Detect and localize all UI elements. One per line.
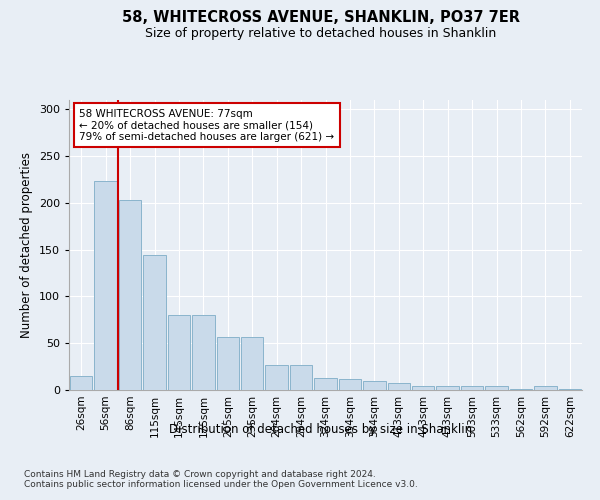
Text: 58 WHITECROSS AVENUE: 77sqm
← 20% of detached houses are smaller (154)
79% of se: 58 WHITECROSS AVENUE: 77sqm ← 20% of det… bbox=[79, 108, 334, 142]
Bar bbox=[143, 256, 166, 390]
Bar bbox=[534, 386, 557, 390]
Text: Distribution of detached houses by size in Shanklin: Distribution of detached houses by size … bbox=[169, 422, 473, 436]
Bar bbox=[265, 364, 288, 390]
Text: Contains HM Land Registry data © Crown copyright and database right 2024.
Contai: Contains HM Land Registry data © Crown c… bbox=[24, 470, 418, 490]
Bar bbox=[485, 386, 508, 390]
Text: Size of property relative to detached houses in Shanklin: Size of property relative to detached ho… bbox=[145, 28, 497, 40]
Bar bbox=[509, 389, 532, 390]
Bar bbox=[192, 315, 215, 390]
Bar bbox=[388, 382, 410, 390]
Text: 58, WHITECROSS AVENUE, SHANKLIN, PO37 7ER: 58, WHITECROSS AVENUE, SHANKLIN, PO37 7E… bbox=[122, 10, 520, 25]
Bar bbox=[94, 182, 117, 390]
Bar bbox=[241, 336, 263, 390]
Bar bbox=[559, 389, 581, 390]
Bar bbox=[290, 364, 313, 390]
Bar bbox=[217, 336, 239, 390]
Bar bbox=[338, 379, 361, 390]
Bar bbox=[363, 380, 386, 390]
Bar bbox=[314, 378, 337, 390]
Y-axis label: Number of detached properties: Number of detached properties bbox=[20, 152, 33, 338]
Bar bbox=[412, 386, 434, 390]
Bar bbox=[167, 315, 190, 390]
Bar bbox=[436, 386, 459, 390]
Bar bbox=[70, 376, 92, 390]
Bar bbox=[461, 386, 484, 390]
Bar bbox=[119, 200, 142, 390]
